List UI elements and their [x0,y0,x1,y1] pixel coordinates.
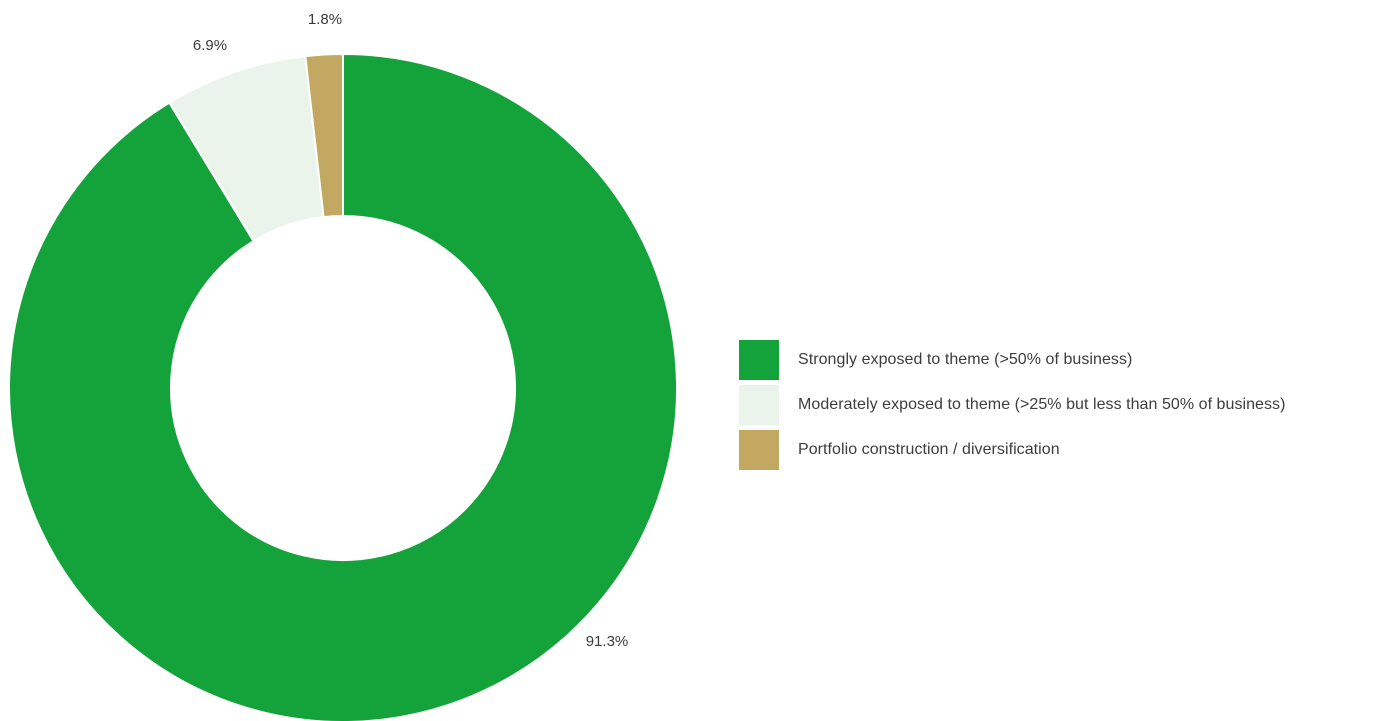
legend-swatch-strongly-exposed [739,340,779,380]
legend: Strongly exposed to theme (>50% of busin… [739,340,1379,475]
donut-slices [8,52,678,721]
legend-item-portfolio-construction[interactable]: Portfolio construction / diversification [739,430,1379,470]
legend-item-moderately-exposed[interactable]: Moderately exposed to theme (>25% but le… [739,385,1379,425]
legend-swatch-portfolio-construction [739,430,779,470]
legend-label: Strongly exposed to theme (>50% of busin… [798,351,1133,368]
legend-label: Portfolio construction / diversification [798,441,1060,458]
data-label-moderately-exposed: 6.9% [193,37,227,54]
data-label-strongly-exposed: 91.3% [586,633,629,650]
slice-strongly-exposed[interactable] [8,52,678,721]
slice-portfolio-construction[interactable] [304,52,344,219]
legend-swatch-moderately-exposed [739,385,779,425]
donut-data-labels: 91.3% 6.9% 1.8% [193,11,628,650]
legend-label: Moderately exposed to theme (>25% but le… [798,396,1286,413]
legend-item-strongly-exposed[interactable]: Strongly exposed to theme (>50% of busin… [739,340,1379,380]
data-label-portfolio-construction: 1.8% [308,11,342,28]
